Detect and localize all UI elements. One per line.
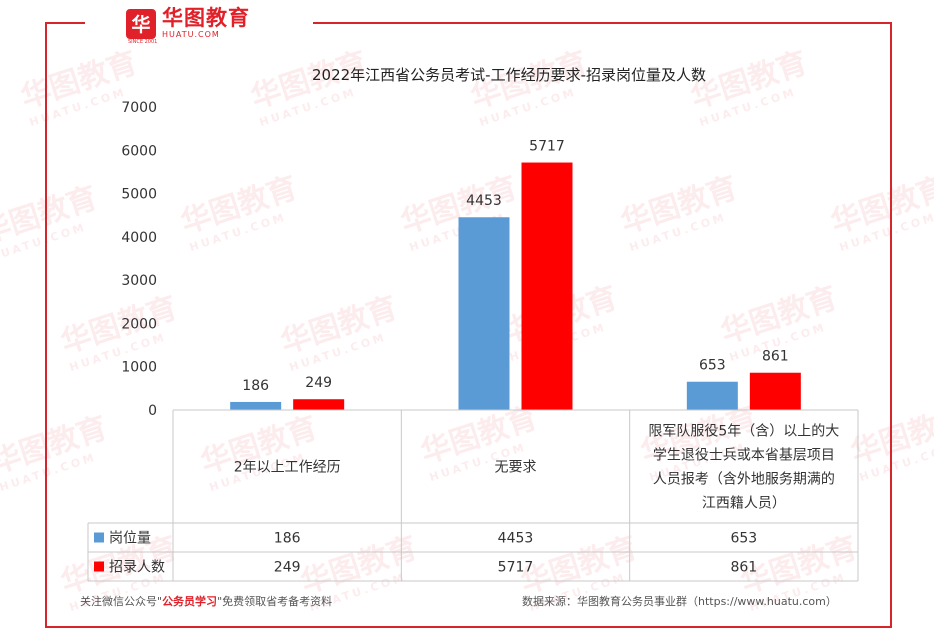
bar-岗位量 xyxy=(686,381,738,410)
brand-name-en: HUATU.COM xyxy=(162,30,220,39)
y-tick-label: 6000 xyxy=(121,143,157,159)
y-tick-label: 5000 xyxy=(121,187,157,203)
category-label: 2年以上工作经历 xyxy=(234,460,341,476)
category-label: 无要求 xyxy=(495,460,537,476)
bar-招录人数 xyxy=(293,399,345,410)
category-label: 人员报考（含外地服务期满的 xyxy=(653,472,835,488)
data-label: 861 xyxy=(762,349,789,365)
footer-promo-prefix: 关注微信公众号" xyxy=(80,595,163,608)
legend-swatch xyxy=(94,561,104,572)
bar-岗位量 xyxy=(230,401,282,410)
data-label: 653 xyxy=(699,358,726,374)
brand-since: SINCE 2001 xyxy=(128,39,158,45)
bar-招录人数 xyxy=(521,162,573,410)
table-cell-value: 249 xyxy=(274,560,301,576)
logo-icon: 华 xyxy=(126,8,156,39)
category-label: 限军队服役5年（含）以上的大 xyxy=(648,424,839,440)
legend-swatch xyxy=(94,532,104,543)
category-label: 学生退役士兵或本省基层项目 xyxy=(653,447,835,464)
y-tick-label: 3000 xyxy=(121,273,157,289)
table-cell-value: 861 xyxy=(730,560,757,576)
bar-招录人数 xyxy=(749,372,801,410)
table-cell-value: 186 xyxy=(274,531,301,547)
brand-name-cn: 华图教育 xyxy=(162,6,250,30)
y-tick-label: 1000 xyxy=(121,360,157,376)
data-label: 4453 xyxy=(466,193,502,209)
logo-text: 华图教育 HUATU.COM xyxy=(162,8,250,39)
bar-岗位量 xyxy=(458,217,510,410)
footer-source: 数据来源：华图教育公务员事业群（https://www.huatu.com） xyxy=(522,595,837,608)
chart-title: 2022年江西省公务员考试-工作经历要求-招录岗位量及人数 xyxy=(312,66,706,84)
y-tick-label: 7000 xyxy=(121,100,157,116)
category-label: 江西籍人员） xyxy=(702,495,786,512)
legend-label: 岗位量 xyxy=(109,531,151,547)
table-cell-value: 5717 xyxy=(498,560,534,576)
y-tick-label: 2000 xyxy=(121,316,157,332)
chart-frame xyxy=(45,22,892,628)
footer-promo-suffix: "免费领取省考备考资料 xyxy=(217,595,333,608)
y-tick-label: 4000 xyxy=(121,230,157,246)
footer-promo: 关注微信公众号"公务员学习"免费领取省考备考资料 xyxy=(80,593,332,609)
legend-label: 招录人数 xyxy=(109,560,165,576)
data-label: 5717 xyxy=(529,139,565,155)
data-label: 186 xyxy=(242,378,269,394)
brand-logo: 华 华图教育 HUATU.COM xyxy=(126,8,250,39)
table-cell-value: 4453 xyxy=(498,531,534,547)
y-tick-label: 0 xyxy=(148,403,157,419)
table-cell-value: 653 xyxy=(730,531,757,547)
footer-promo-account: 公务员学习 xyxy=(162,595,218,608)
data-label: 249 xyxy=(305,375,332,391)
